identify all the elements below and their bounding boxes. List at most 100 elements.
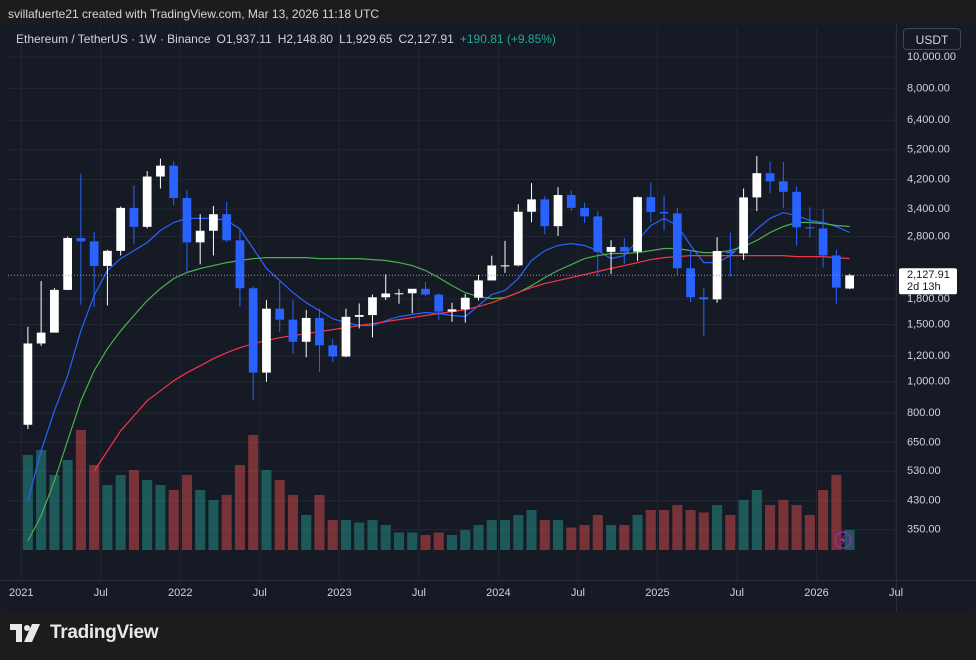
candle-body (248, 288, 258, 373)
volume-bar (672, 505, 683, 550)
y-tick-label: 1,500.00 (907, 318, 950, 330)
candle-body (699, 297, 709, 300)
y-tick-label: 10,000.00 (907, 51, 956, 63)
brand-logo: TradingView (10, 622, 159, 644)
ohlc-value: C2,127.91 (398, 32, 454, 46)
candle-body (328, 345, 338, 357)
volume-bar (62, 460, 73, 550)
volume-bar (234, 465, 245, 550)
volume-bar (738, 500, 749, 550)
volume-bar (446, 535, 458, 550)
y-tick-label: 530.00 (907, 465, 941, 477)
volume-bar (195, 490, 206, 550)
candle-body (169, 165, 179, 198)
candle-body (686, 268, 695, 298)
volume-bar (513, 515, 524, 550)
candle-body (103, 250, 112, 266)
brand-icon (10, 624, 40, 642)
y-tick-label: 4,200.00 (907, 173, 950, 185)
volume-bar (844, 530, 855, 550)
volume-bar (407, 532, 418, 550)
candle-body (89, 241, 99, 266)
volume-bar (128, 470, 139, 550)
candle-body (394, 293, 404, 295)
volume-bar (301, 515, 312, 550)
candle-body (765, 173, 775, 182)
last-price-box (899, 268, 957, 295)
y-tick-label: 6,400.00 (907, 114, 950, 126)
y-tick-label: 3,400.00 (907, 203, 950, 215)
currency-button[interactable]: USDT (903, 28, 961, 50)
candle-body (778, 181, 788, 192)
y-tick-label: 1,800.00 (907, 293, 950, 305)
candle-body (672, 213, 682, 269)
volume-bar (804, 515, 815, 550)
candle-body (792, 191, 801, 228)
plot-area (8, 28, 896, 580)
volume-bar (354, 522, 365, 550)
x-tick-label: 2024 (486, 587, 510, 599)
volume-bar (433, 532, 444, 550)
candle-body (739, 197, 748, 254)
candle-body (142, 176, 152, 227)
candle-body (36, 332, 46, 344)
volume-bar (526, 510, 537, 550)
candle-body (381, 293, 391, 298)
candle-body (460, 297, 470, 310)
candle-body (540, 199, 550, 227)
volume-bar (632, 515, 643, 550)
symbol-title: Ethereum / TetherUS · 1W · Binance (16, 32, 211, 46)
y-tick-label: 1,000.00 (907, 376, 950, 388)
volume-bar (645, 510, 656, 550)
candle-body (129, 207, 139, 227)
candle-body (156, 165, 165, 177)
alert-icon[interactable] (834, 531, 852, 549)
volume-bar (499, 520, 511, 550)
volume-bar (89, 465, 100, 550)
candle-body (752, 173, 762, 198)
candle-body (182, 197, 192, 243)
x-tick-label: 2021 (9, 587, 33, 599)
volume-bar (659, 510, 670, 550)
volume-bar (725, 515, 736, 550)
volume-bar (248, 435, 259, 550)
volume-bar (142, 480, 153, 550)
ohlc-value: H2,148.80 (277, 32, 334, 46)
volume-bar (393, 532, 405, 550)
candle-body (434, 294, 444, 312)
y-tick-label: 5,200.00 (907, 143, 950, 155)
candle-body (500, 265, 510, 267)
candle-body (831, 255, 841, 288)
candle-body (407, 288, 417, 294)
candle-body (659, 211, 669, 214)
candle-body (725, 251, 735, 254)
y-tick-label: 650.00 (907, 436, 941, 448)
volume-bar (274, 480, 285, 550)
volume-bar (765, 505, 776, 550)
candle-body (23, 343, 33, 425)
volume-bar (115, 475, 126, 550)
x-tick-label: Jul (889, 587, 903, 599)
volume-bar (552, 520, 564, 550)
volume-bar (791, 505, 802, 550)
volume-bar (155, 485, 166, 550)
candle-body (195, 230, 205, 243)
moving-average (27, 221, 850, 542)
moving-average (93, 255, 850, 472)
candle-body (527, 199, 536, 212)
volume-bar (831, 475, 842, 550)
volume-bar (208, 500, 219, 550)
candle-body (712, 251, 722, 300)
volume-bar (751, 490, 762, 550)
volume-bar (579, 525, 590, 550)
candle-body (447, 309, 457, 312)
volume-bar (102, 485, 113, 550)
candle-body (222, 214, 232, 241)
candle-body (288, 319, 298, 342)
candle-body (63, 238, 73, 290)
volume-bar (460, 530, 471, 550)
volume-bar (619, 525, 630, 550)
candle-body (301, 317, 311, 342)
last-price-label: 2,127.91 (907, 269, 950, 281)
volume-bar (168, 490, 179, 550)
